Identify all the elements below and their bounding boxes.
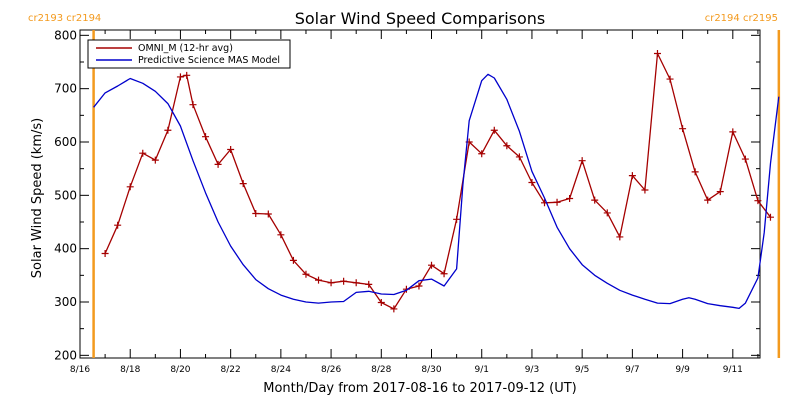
data-point-omni: [691, 168, 699, 176]
data-point-omni: [114, 221, 122, 229]
x-tick-label: 9/5: [575, 365, 589, 375]
data-point-omni: [528, 179, 536, 187]
data-point-omni: [151, 156, 159, 164]
carrington-label-right: cr2194 cr2195: [705, 13, 778, 24]
data-point-omni: [365, 280, 373, 288]
data-point-omni: [202, 133, 210, 141]
plot-area: 200 300 400 500 600 700 800 8/16 8/18 8/20 8/22 8/2…: [54, 28, 781, 375]
x-axis-label: Month/Day from 2017-08-16 to 2017-09-12 …: [263, 381, 576, 396]
data-point-omni: [616, 233, 624, 241]
legend: OMNI_M (12-hr avg) Predictive Science MA…: [87, 39, 291, 69]
data-point-omni: [289, 256, 297, 264]
plot-frame: [79, 29, 761, 359]
data-point-omni: [126, 183, 134, 191]
y-tick-label: 300: [54, 295, 77, 309]
data-point-omni: [428, 261, 436, 269]
chart-title: Solar Wind Speed Comparisons: [295, 9, 546, 28]
x-tick-label: 9/3: [525, 365, 539, 375]
data-point-omni: [741, 155, 749, 163]
data-point-omni: [440, 270, 448, 278]
y-tick-label: 700: [54, 82, 77, 96]
data-point-omni: [415, 282, 423, 290]
data-point-omni: [490, 126, 498, 134]
data-point-omni: [729, 128, 737, 136]
data-point-omni: [183, 71, 191, 79]
y-tick-label: 400: [54, 242, 77, 256]
y-tick-label: 600: [54, 135, 77, 149]
series-line-mas: [93, 73, 780, 310]
data-point-omni: [277, 231, 285, 239]
legend-label-mas: Predictive Science MAS Model: [138, 55, 280, 66]
carrington-label-left: cr2193 cr2194: [28, 13, 101, 24]
legend-box: [87, 39, 291, 69]
data-point-omni: [628, 172, 636, 180]
data-point-omni: [566, 195, 574, 203]
data-point-omni: [189, 101, 197, 109]
legend-label-omni: OMNI_M (12-hr avg): [138, 43, 233, 54]
series-line-omni: [104, 52, 772, 310]
x-tick-label: 9/7: [625, 365, 639, 375]
data-point-omni: [302, 270, 310, 278]
data-point-omni: [641, 186, 649, 194]
data-point-omni: [327, 279, 335, 287]
data-point-omni: [390, 305, 398, 313]
data-point-omni: [239, 180, 247, 188]
data-point-omni: [603, 209, 611, 217]
x-tick-label: 8/30: [421, 365, 441, 375]
x-tick-label: 8/26: [321, 365, 341, 375]
y-tick-label: 500: [54, 188, 77, 202]
data-point-omni: [101, 249, 109, 257]
data-point-omni: [352, 279, 360, 287]
data-point-omni: [377, 299, 385, 307]
x-tick-label: 8/28: [371, 365, 391, 375]
data-point-omni: [716, 188, 724, 196]
data-point-omni: [553, 198, 561, 206]
x-tick-label: 8/16: [70, 365, 90, 375]
x-tick-label: 8/24: [271, 365, 291, 375]
data-point-omni: [754, 197, 762, 205]
data-point-omni: [666, 75, 674, 83]
data-point-omni: [679, 125, 687, 133]
data-point-omni: [176, 73, 184, 81]
data-point-omni: [591, 196, 599, 204]
x-tick-label: 8/18: [120, 365, 140, 375]
data-point-omni: [453, 215, 461, 223]
data-point-omni: [139, 149, 147, 157]
data-point-omni: [704, 196, 712, 204]
data-point-omni: [766, 213, 774, 221]
x-tick-label: 9/1: [474, 365, 488, 375]
data-point-omni: [478, 150, 486, 158]
x-tick-label: 8/20: [170, 365, 190, 375]
data-point-omni: [164, 126, 172, 134]
x-tick-label: 9/11: [723, 365, 743, 375]
data-point-omni: [315, 276, 323, 284]
data-point-omni: [252, 209, 260, 217]
data-point-omni: [515, 153, 523, 161]
data-point-omni: [214, 160, 222, 168]
y-axis-label: Solar Wind Speed (km/s): [30, 118, 45, 278]
data-point-omni: [578, 157, 586, 165]
data-point-omni: [340, 277, 348, 285]
data-point-omni: [503, 142, 511, 150]
x-tick-label: 8/22: [221, 365, 241, 375]
data-point-omni: [653, 49, 661, 57]
y-tick-label: 800: [54, 28, 77, 42]
data-point-omni: [264, 210, 272, 218]
y-tick-label: 200: [54, 348, 77, 362]
data-point-omni: [227, 145, 235, 153]
x-tick-label: 9/9: [675, 365, 690, 375]
